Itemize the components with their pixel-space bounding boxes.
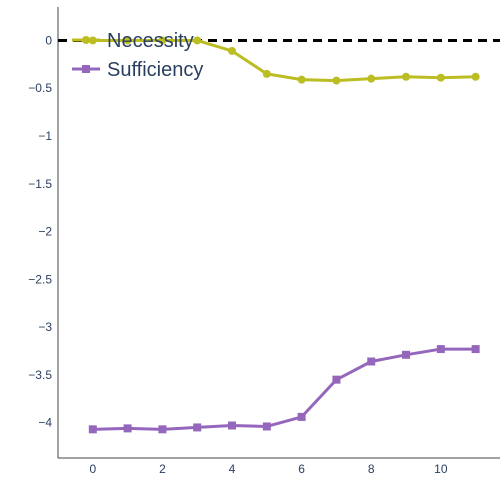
sufficiency-point	[471, 345, 480, 354]
sufficiency-point	[332, 375, 341, 384]
x-tick-label: 8	[368, 462, 375, 476]
necessity-point	[228, 46, 237, 55]
necessity-point	[436, 73, 445, 82]
sufficiency-point	[158, 425, 167, 434]
sufficiency-line	[92, 347, 476, 431]
necessity-point	[297, 75, 306, 84]
y-tick-label: −0.5	[28, 81, 52, 95]
necessity-point	[262, 69, 271, 78]
sufficiency-legend-marker	[82, 65, 90, 73]
y-tick-label: −3.5	[28, 368, 52, 382]
y-tick-label: 0	[45, 33, 52, 47]
x-tick-label: 0	[89, 462, 96, 476]
y-tick-label: −2	[38, 225, 52, 239]
sufficiency-legend-label: Sufficiency	[107, 59, 203, 81]
necessity-legend-marker	[82, 36, 90, 44]
necessity-point	[332, 76, 341, 85]
necessity-line	[92, 38, 476, 83]
x-tick-label: 4	[229, 462, 236, 476]
y-tick-label: −1	[38, 129, 52, 143]
necessity-point	[471, 72, 480, 81]
y-tick-label: −1.5	[28, 177, 52, 191]
x-tick-label: 2	[159, 462, 166, 476]
sufficiency-point	[123, 424, 132, 433]
necessity-point	[193, 36, 202, 45]
necessity-point	[158, 36, 167, 45]
sufficiency-point	[297, 412, 306, 421]
y-tick-label: −2.5	[28, 272, 52, 286]
sufficiency-point	[402, 350, 411, 359]
tick-labels: 0 2 4 6 8 10 0 −0.5 −1 −1.5 −2 −2.5 −3 −3.5 −4	[28, 33, 448, 476]
sufficiency-point	[436, 345, 445, 354]
sufficiency-point	[228, 421, 237, 430]
necessity-legend-label: Necessity	[107, 30, 194, 52]
axes	[57, 7, 500, 459]
y-tick-label: −4	[38, 416, 52, 430]
sufficiency-point	[262, 422, 271, 431]
necessity-point	[367, 74, 376, 83]
legend: Necessity Sufficiency	[72, 30, 203, 81]
necessity-point	[123, 36, 132, 45]
x-tick-label: 10	[434, 462, 448, 476]
sufficiency-point	[367, 357, 376, 366]
y-tick-label: −3	[38, 320, 52, 334]
sufficiency-point	[193, 423, 202, 432]
necessity-point	[402, 72, 411, 81]
sufficiency-point	[88, 425, 97, 434]
x-tick-label: 6	[298, 462, 305, 476]
series-group	[88, 36, 480, 434]
